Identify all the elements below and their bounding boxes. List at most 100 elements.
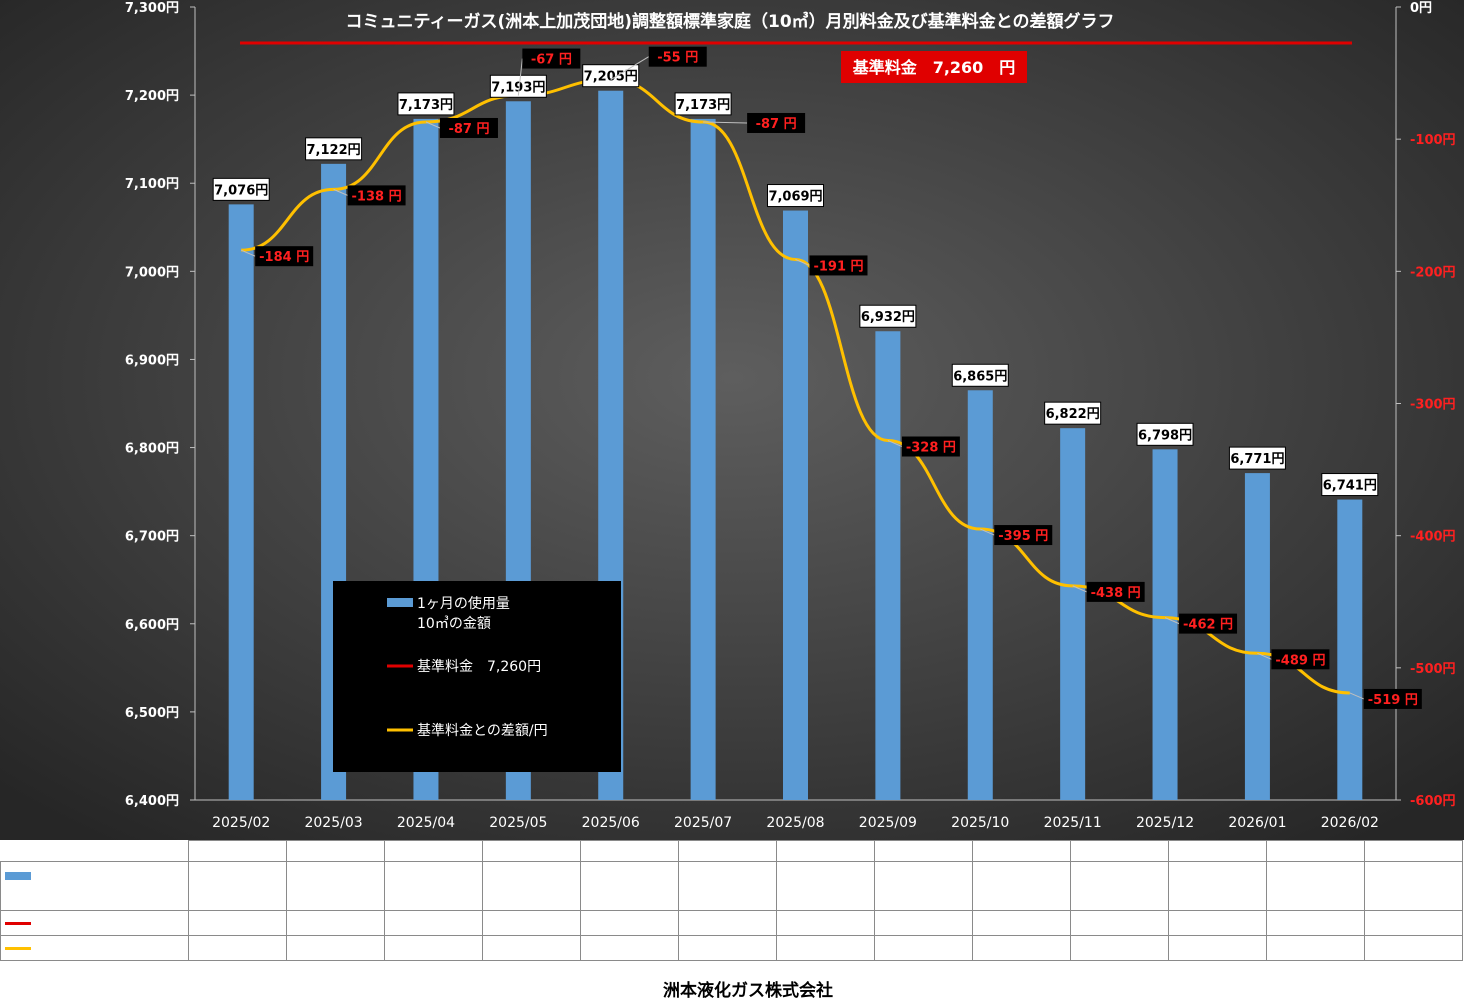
left-tick-label: 6,400円 [125, 794, 179, 809]
diff-label-box [1179, 613, 1238, 634]
table-cell: 7,173円 [678, 861, 777, 911]
diff-label-leader [517, 58, 523, 96]
bar-value-label: 6,822円 [1046, 407, 1100, 422]
table-cell: 7,076円 [188, 861, 287, 911]
left-tick-label: 7,000円 [125, 265, 179, 280]
x-tick-label: 2025/08 [766, 815, 824, 831]
diff-label-box [747, 112, 806, 133]
table-cell: 7,260円 [1266, 910, 1365, 936]
diff-label-box [255, 246, 314, 267]
table-cell: -395 円 [972, 935, 1071, 961]
table-cell: 7,260円 [1070, 910, 1169, 936]
bar [690, 118, 716, 800]
legend-bar-label-2: 10㎥の金額 [417, 616, 491, 632]
bar-value-label: 6,798円 [1138, 428, 1192, 443]
table-cell: -462 円 [1168, 935, 1267, 961]
bar-label-box [1044, 401, 1102, 425]
table-cell: 6,822円 [1070, 861, 1169, 911]
bar-label-box [951, 363, 1009, 387]
right-tick-label: 0円 [1410, 1, 1432, 16]
table-cell: -67 円 [482, 935, 581, 961]
table-header-cell: 2025/12 [1168, 840, 1267, 862]
diff-value-label: -395 円 [998, 529, 1048, 544]
bar-label-box [489, 74, 547, 98]
chart-background [0, 0, 1464, 840]
diff-label-leader [240, 249, 256, 257]
table-cell: -55 円 [580, 935, 679, 961]
bar-label-box [1228, 446, 1286, 470]
table-cell: -519 円 [1364, 935, 1463, 961]
table-legend-base: 基準料金 7,260円 [0, 910, 189, 936]
left-tick-label: 7,300円 [125, 1, 179, 16]
table-row: 基準料金との差額/円 -184 円 -138 円 -87 円 -67 円 -55 円 -8… [0, 935, 1463, 961]
table-cell: -87 円 [678, 935, 777, 961]
x-tick-label: 2026/02 [1321, 815, 1379, 831]
base-badge: 基準料金 7,260 円 [852, 58, 1016, 77]
table-cell: -87 円 [384, 935, 483, 961]
x-tick-label: 2025/09 [859, 815, 917, 831]
left-tick-label: 6,700円 [125, 530, 179, 545]
table-row: 基準料金 7,260円 7,260円 7,260円 7,260円 7,260円 7,26… [0, 910, 1463, 936]
bar-value-label: 7,069円 [768, 190, 822, 205]
table-cell: 7,260円 [776, 910, 875, 936]
left-tick-label: 7,200円 [125, 89, 179, 104]
table-cell: 7,260円 [874, 910, 973, 936]
diff-value-label: -184 円 [259, 250, 309, 265]
table-cell: 7,069円 [776, 861, 875, 911]
diff-value-label: -328 円 [906, 441, 956, 456]
left-tick-label: 7,100円 [125, 177, 179, 192]
diff-label-leader [1164, 617, 1180, 625]
table-cell: 7,260円 [482, 910, 581, 936]
bar-value-label: 6,932円 [861, 310, 915, 325]
bar-value-label: 7,076円 [214, 183, 268, 198]
bar [783, 210, 808, 800]
bar-value-label: 7,193円 [491, 80, 545, 95]
chart: 6,400円 6,500円 6,600円 6,700円 6,800円 6,900円 7,00… [0, 0, 1464, 840]
data-table: 2025/02 2025/03 2025/04 2025/05 2025/06 2025/… [0, 840, 1463, 961]
bar [875, 331, 901, 800]
diff-value-label: -462 円 [1183, 618, 1233, 633]
legend-yellow-label: 基準料金との差額/円 [417, 722, 548, 739]
diff-label-leader [610, 56, 649, 81]
table-header-cell: 2025/06 [580, 840, 679, 862]
bar-value-label: 7,205円 [584, 70, 638, 85]
diff-value-label: -138 円 [352, 189, 402, 204]
table-cell: 7,173円 [384, 861, 483, 911]
table-cell: 7,260円 [1364, 910, 1463, 936]
table-cell: -489 円 [1266, 935, 1365, 961]
diff-label-box [1271, 649, 1330, 670]
table-header-cell: 2025/02 [188, 840, 287, 862]
legend-box [333, 581, 621, 772]
bar-label-box [305, 137, 363, 161]
right-tick-label: -300円 [1410, 398, 1456, 413]
diff-label-leader [425, 121, 441, 129]
table-cell: 7,260円 [972, 910, 1071, 936]
diff-label-box [522, 48, 581, 69]
bar-value-label: 6,741円 [1323, 479, 1377, 494]
bar-label-box [1321, 473, 1379, 497]
left-tick-label: 6,600円 [125, 618, 179, 633]
table-yellow-swatch [5, 946, 31, 950]
table-cell: 7,122円 [286, 861, 385, 911]
left-tick-label: 6,800円 [125, 442, 179, 457]
left-tick-label: 6,900円 [125, 353, 179, 368]
table-cell: -438 円 [1070, 935, 1169, 961]
table-legend-bar: 1ヶ月の使用量 10㎥の金額 [0, 861, 189, 911]
bar [1337, 499, 1363, 800]
diff-label-box [1363, 688, 1422, 709]
table-cell: 7,260円 [1168, 910, 1267, 936]
right-tick-label: -600円 [1410, 794, 1456, 809]
table-cell: -191 円 [776, 935, 875, 961]
diff-label-box [994, 525, 1053, 546]
diff-value-label: -87 円 [448, 122, 489, 137]
diff-label-box [901, 436, 960, 457]
left-tick-label: 6,500円 [125, 706, 179, 721]
diff-label-leader [887, 440, 903, 447]
bar [1060, 428, 1086, 800]
diff-value-label: -67 円 [531, 53, 572, 68]
table-cell: 7,260円 [286, 910, 385, 936]
diff-value-label: -191 円 [813, 259, 863, 274]
table-cell: 7,260円 [580, 910, 679, 936]
diff-value-label: -87 円 [756, 117, 797, 132]
